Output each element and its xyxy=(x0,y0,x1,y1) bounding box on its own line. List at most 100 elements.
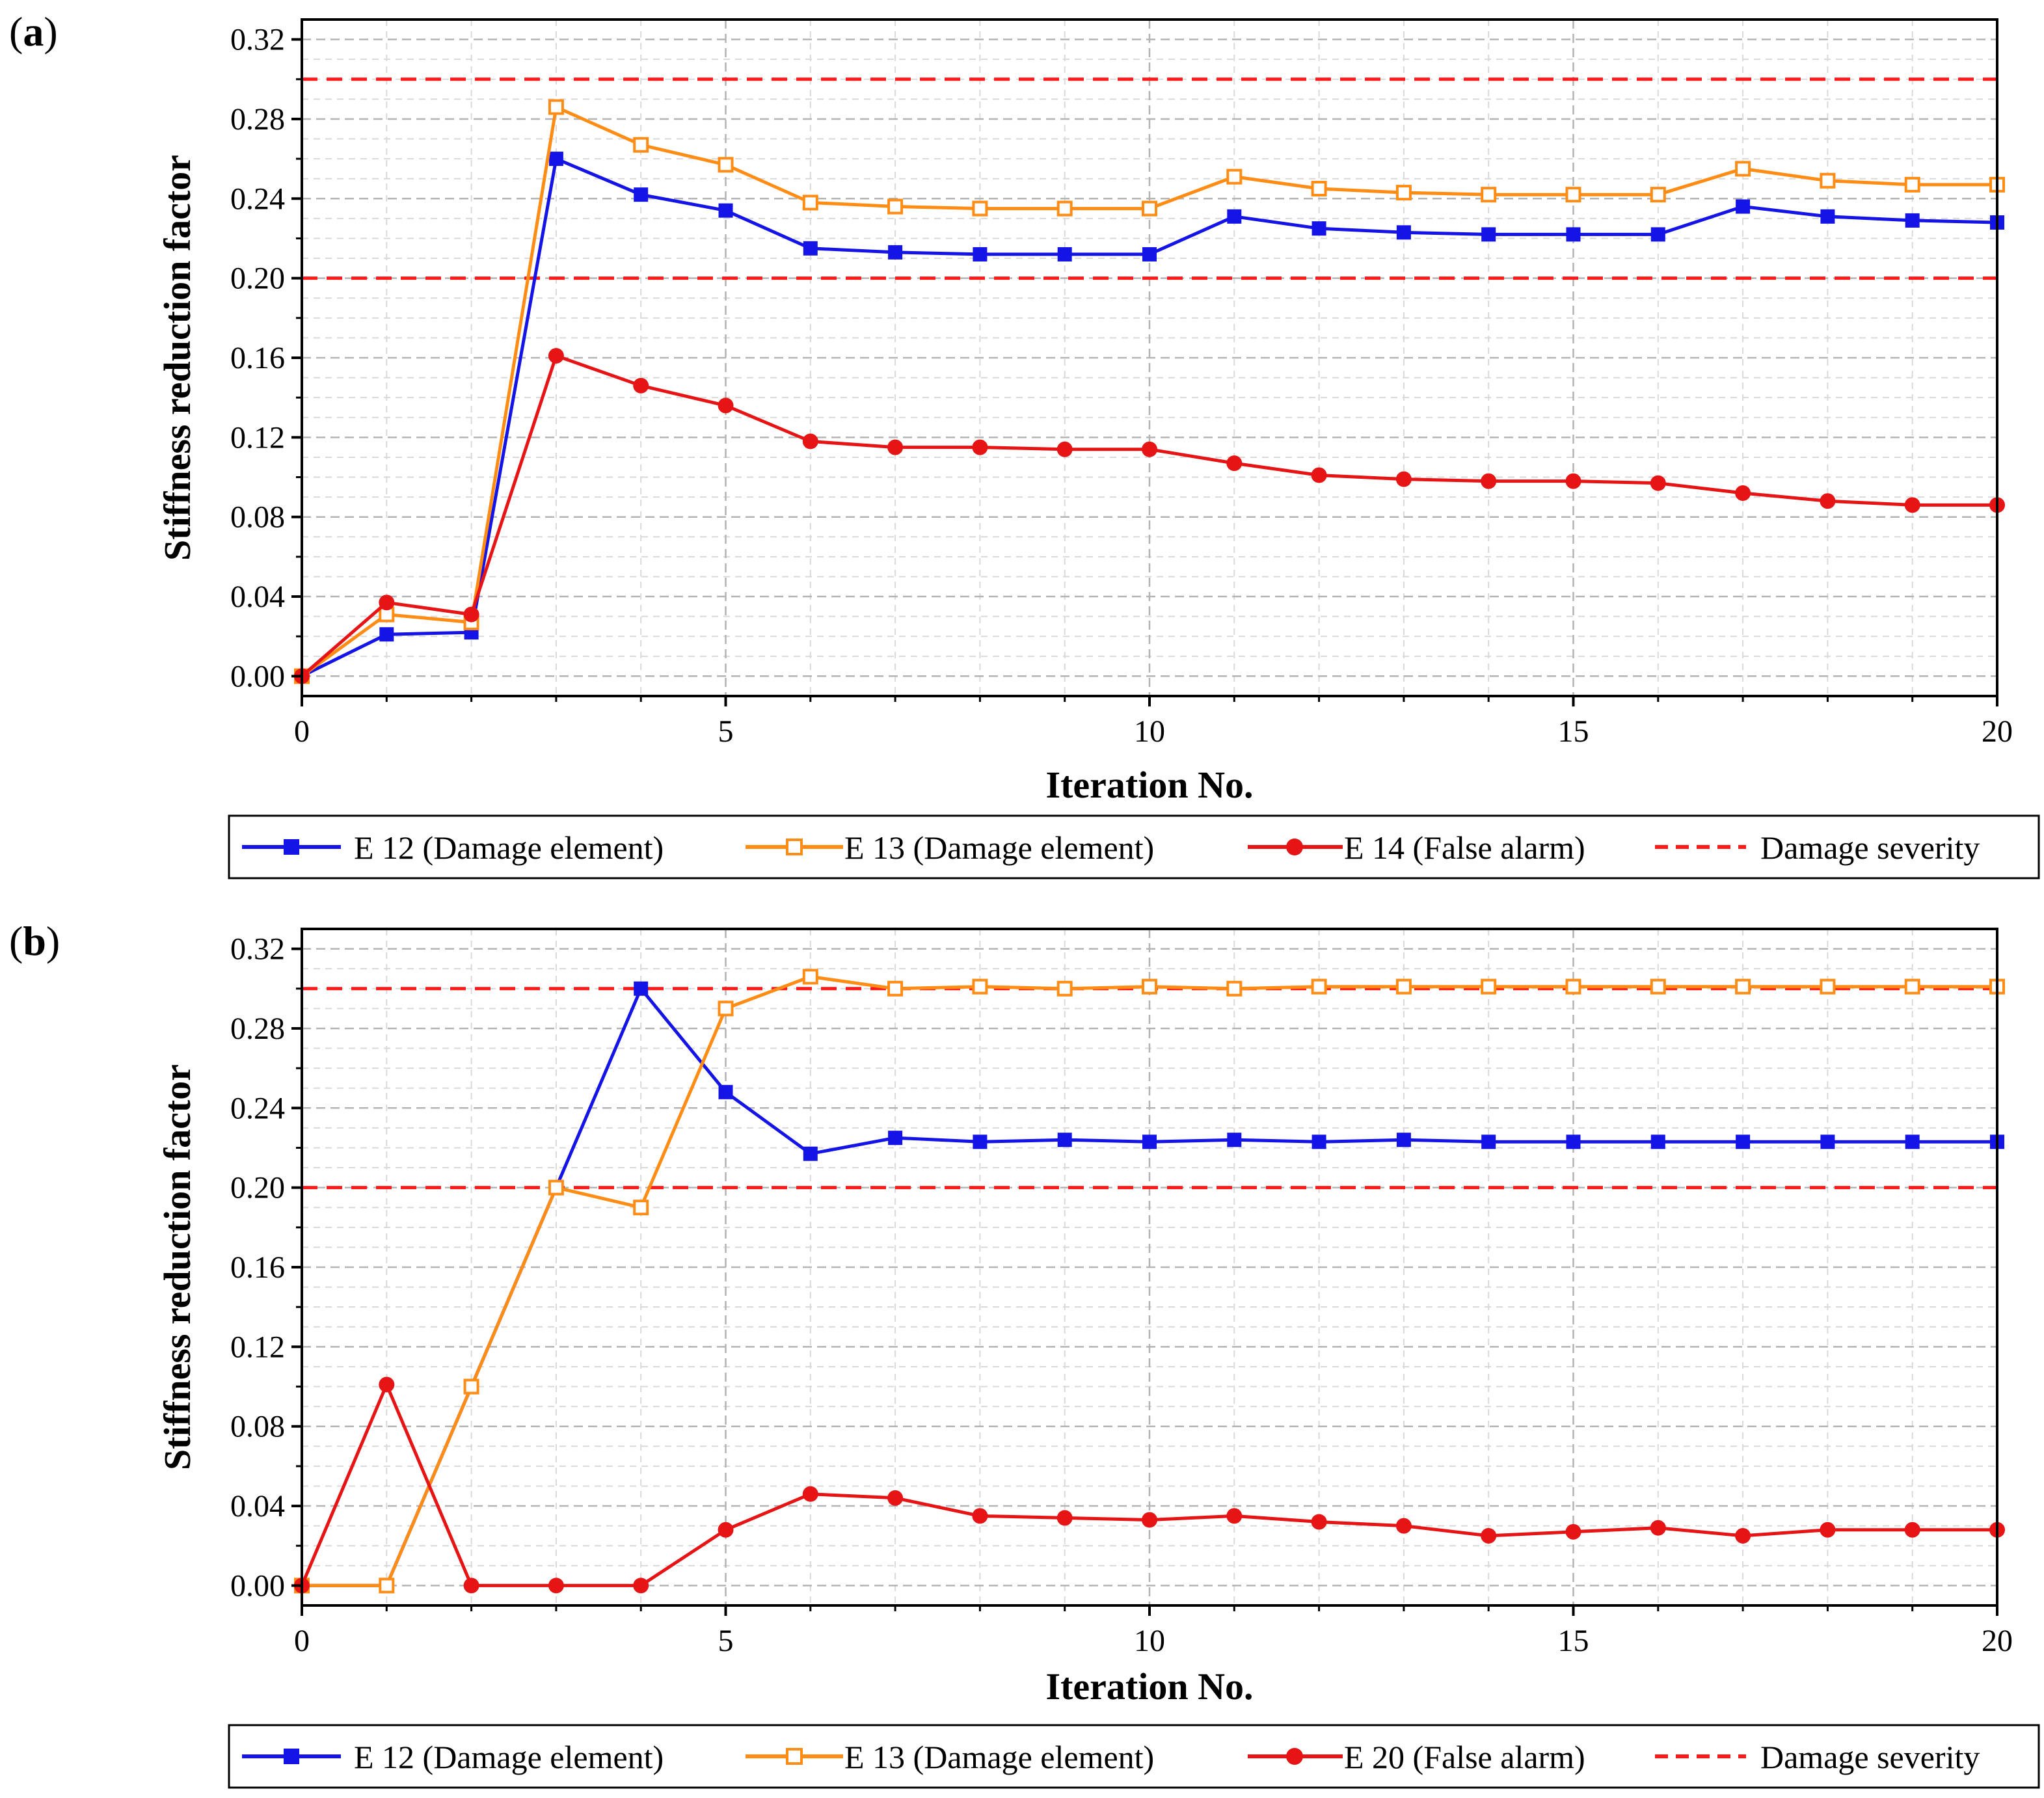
data-point-e13 xyxy=(548,99,564,115)
y-tick-label: 0.16 xyxy=(230,1250,285,1285)
data-point-e13 xyxy=(802,969,818,985)
data-point-e12 xyxy=(1481,1134,1496,1149)
y-tick-label: 0.04 xyxy=(230,580,285,614)
data-point-e13 xyxy=(1056,200,1073,217)
legend: E 12 (Damage element) E 13 (Damage eleme… xyxy=(228,1724,2040,1789)
data-point-e_false xyxy=(1395,1518,1412,1534)
data-point-e_false xyxy=(1820,1522,1836,1538)
data-point-e13 xyxy=(1650,978,1666,995)
data-point-e13 xyxy=(802,195,818,211)
legend-label-severity: Damage severity xyxy=(1760,1739,1980,1775)
legend-entry-severity: Damage severity xyxy=(1655,829,1980,866)
data-point-e12 xyxy=(1142,1134,1157,1149)
data-point-e13 xyxy=(1904,176,1920,193)
y-tick-label: 0.32 xyxy=(230,23,285,57)
data-point-e12 xyxy=(1481,227,1496,242)
x-axis-title: Iteration No. xyxy=(1046,764,1254,806)
data-point-e12 xyxy=(1736,1134,1751,1149)
x-tick-label: 10 xyxy=(1134,1624,1165,1658)
legend-label-e12: E 12 (Damage element) xyxy=(354,1739,664,1775)
panel-a-label: (a) xyxy=(9,8,58,55)
data-point-e12 xyxy=(888,1131,903,1146)
data-point-e13 xyxy=(1395,185,1412,201)
legend-marker-false-alarm xyxy=(1286,839,1303,855)
data-point-e12 xyxy=(1820,1134,1835,1149)
panel-b-label: (b) xyxy=(9,918,60,964)
data-point-e_false xyxy=(1735,485,1751,501)
legend-label-false-alarm: E 20 (False alarm) xyxy=(1344,1739,1585,1775)
x-tick-label: 0 xyxy=(294,1624,310,1658)
data-point-e13 xyxy=(1565,187,1581,203)
data-point-e12 xyxy=(1905,213,1920,228)
legend-marker-e13 xyxy=(786,839,803,855)
legend-entry-e13: E 13 (Damage element) xyxy=(746,829,1154,866)
data-point-e_false xyxy=(1735,1527,1751,1544)
data-point-e13 xyxy=(1311,978,1327,995)
x-axis-title: Iteration No. xyxy=(1046,1665,1254,1708)
data-point-e_false xyxy=(718,1522,734,1538)
data-point-e12 xyxy=(1142,247,1157,262)
data-point-e_false xyxy=(1481,473,1497,489)
data-point-e12 xyxy=(803,1146,818,1161)
legend-box xyxy=(228,814,2040,879)
data-point-e13 xyxy=(1650,187,1666,203)
y-tick-label: 0.32 xyxy=(230,932,285,967)
data-point-e_false xyxy=(1565,473,1581,489)
data-point-e_false xyxy=(802,433,818,449)
x-tick-label: 0 xyxy=(294,714,310,749)
data-point-e_false xyxy=(1142,1512,1157,1528)
data-point-e_false xyxy=(887,439,904,455)
data-point-e13 xyxy=(1311,181,1327,196)
data-point-e13 xyxy=(1735,978,1751,995)
data-point-e13 xyxy=(379,1577,395,1594)
data-point-e_false xyxy=(1311,1514,1327,1530)
data-point-e_false xyxy=(1226,455,1243,472)
legend-marker-e12 xyxy=(284,1749,299,1764)
data-point-e_false xyxy=(463,606,479,623)
data-point-e_false xyxy=(1565,1523,1581,1540)
data-point-e_false xyxy=(379,595,395,611)
x-tick-label: 20 xyxy=(1982,1624,2013,1658)
legend-label-severity: Damage severity xyxy=(1760,829,1980,866)
data-point-e13 xyxy=(1904,978,1920,995)
data-point-e13 xyxy=(887,198,904,215)
data-point-e12 xyxy=(973,247,988,262)
legend-entry-e12: E 12 (Damage element) xyxy=(242,829,664,866)
data-point-e_false xyxy=(972,1508,988,1524)
y-tick-label: 0.16 xyxy=(230,341,285,375)
data-point-e_false xyxy=(1142,441,1157,457)
data-point-e_false xyxy=(1820,493,1836,509)
y-tick-label: 0.12 xyxy=(230,420,285,455)
legend-label-e13: E 13 (Damage element) xyxy=(844,1739,1154,1775)
data-point-e12 xyxy=(973,1134,988,1149)
data-point-e_false xyxy=(1904,497,1920,513)
data-point-e_false xyxy=(1226,1508,1243,1524)
data-point-e13 xyxy=(1820,978,1836,995)
legend-box xyxy=(228,1724,2040,1789)
data-point-e12 xyxy=(634,981,649,996)
data-point-e13 xyxy=(1226,980,1243,997)
data-point-e12 xyxy=(1057,1133,1072,1147)
data-point-e12 xyxy=(379,627,394,642)
x-tick-label: 5 xyxy=(718,1624,734,1658)
y-tick-label: 0.20 xyxy=(230,262,285,296)
y-axis-title: Stiffness reduction factor xyxy=(156,1064,198,1470)
data-point-e12 xyxy=(1566,1134,1581,1149)
data-point-e13 xyxy=(1481,187,1497,203)
data-point-e13 xyxy=(1820,172,1836,189)
legend-label-e12: E 12 (Damage element) xyxy=(354,829,664,866)
y-tick-label: 0.04 xyxy=(230,1489,285,1523)
y-tick-label: 0.24 xyxy=(230,1091,285,1125)
data-point-e_false xyxy=(548,347,564,364)
legend-entry-false-alarm: E 14 (False alarm) xyxy=(1248,829,1585,866)
data-point-e13 xyxy=(1481,978,1497,995)
data-point-e13 xyxy=(887,980,904,997)
data-point-e12 xyxy=(1820,209,1835,224)
data-point-e_false xyxy=(972,439,988,455)
x-tick-label: 5 xyxy=(718,714,734,749)
legend-label-false-alarm: E 14 (False alarm) xyxy=(1344,829,1585,866)
x-tick-label: 15 xyxy=(1558,714,1589,749)
data-point-e_false xyxy=(718,397,734,414)
data-point-e12 xyxy=(888,245,903,260)
